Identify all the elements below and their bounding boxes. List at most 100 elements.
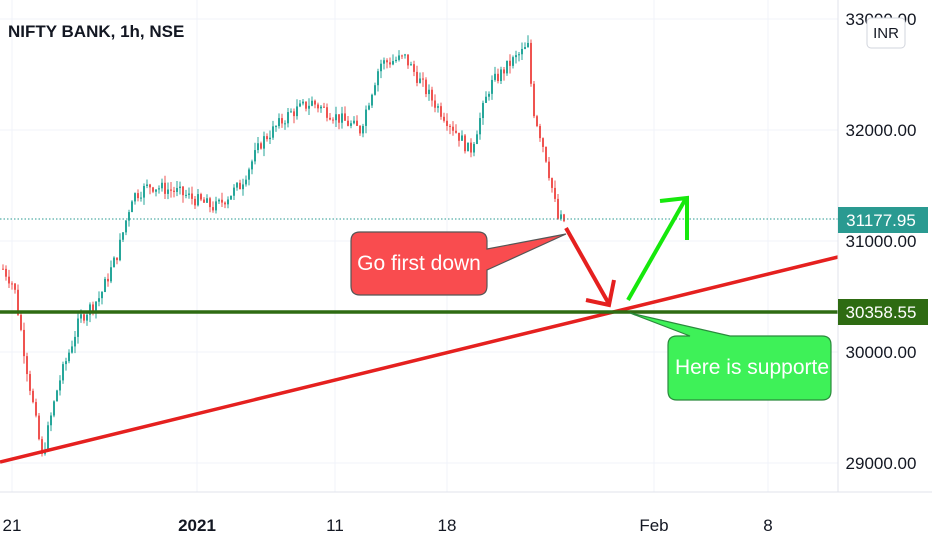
candle-body — [167, 189, 169, 194]
candle-body — [302, 101, 304, 104]
candle-body — [182, 186, 184, 196]
candle-body — [326, 107, 328, 118]
candle-body — [425, 79, 427, 95]
candle-body — [206, 198, 208, 203]
candle-body — [443, 116, 445, 121]
candle-body — [434, 100, 436, 108]
candle-body — [8, 276, 10, 284]
candle-body — [563, 214, 565, 222]
currency-button-label[interactable]: INR — [873, 25, 899, 42]
candle-body — [245, 179, 247, 185]
candle-body — [416, 71, 418, 83]
candle-body — [290, 111, 292, 113]
candle-body — [197, 194, 199, 206]
candle-body — [2, 268, 4, 270]
candle-body — [104, 278, 106, 292]
candle-body — [308, 105, 310, 109]
candle-body — [398, 55, 400, 60]
candle-body — [545, 146, 547, 162]
candle-body — [428, 89, 430, 95]
candle-body — [392, 61, 394, 65]
candle-body — [89, 304, 91, 315]
candle-body — [458, 132, 460, 141]
callout-here-is-supporte: Here is supporte — [629, 312, 832, 401]
candle-body — [548, 161, 550, 179]
candle-body — [23, 329, 25, 357]
y-tick-label: 29000.00 — [846, 454, 917, 473]
candle-body — [389, 62, 391, 65]
candle-body — [35, 402, 37, 416]
candle-body — [29, 374, 31, 391]
chart-title: NIFTY BANK, 1h, NSE — [8, 22, 184, 41]
candle-body — [140, 197, 142, 199]
candle-body — [230, 195, 232, 200]
candle-body — [440, 106, 442, 117]
candle-body — [539, 126, 541, 139]
candle-body — [431, 89, 433, 101]
x-tick-label: 8 — [763, 516, 772, 535]
candle-body — [299, 103, 301, 107]
up-arrow — [626, 195, 689, 301]
candle-body — [224, 202, 226, 205]
candle-body — [404, 54, 406, 56]
candle-body — [395, 59, 397, 62]
candle-body — [260, 143, 262, 149]
candle-body — [185, 194, 187, 196]
candle-body — [446, 120, 448, 126]
candle-body — [110, 267, 112, 282]
candle-body — [362, 125, 364, 134]
candle-body — [401, 55, 403, 57]
x-tick-label: 21 — [3, 516, 22, 535]
candle-body — [524, 47, 526, 49]
candle-body — [131, 201, 133, 213]
last-price-tag-text: 31177.95 — [846, 211, 916, 230]
candle-body — [32, 390, 34, 403]
candle-body — [212, 207, 214, 211]
candle-body — [155, 189, 157, 192]
x-tick-label: 11 — [326, 516, 344, 535]
candle-body — [59, 380, 61, 391]
currency-button[interactable] — [866, 17, 906, 49]
candle-body — [437, 106, 439, 108]
candle-body — [551, 178, 553, 188]
trend-line[interactable] — [0, 255, 839, 464]
candle-body — [209, 198, 211, 208]
candle-body — [323, 106, 325, 108]
candle-body — [284, 123, 286, 125]
candle-body — [359, 125, 361, 134]
candle-body — [188, 193, 190, 195]
candle-body — [164, 182, 166, 194]
candle-body — [449, 125, 451, 127]
candle-body — [335, 114, 337, 121]
candle-body — [272, 126, 274, 138]
candle-body — [200, 194, 202, 200]
candle-body — [98, 298, 100, 302]
candle-body — [122, 232, 124, 240]
candle-body — [47, 425, 49, 450]
candle-body — [464, 135, 466, 152]
candle-body — [476, 134, 478, 144]
candle-body — [266, 136, 268, 140]
price-scale[interactable] — [838, 0, 932, 492]
candle-body — [254, 150, 256, 162]
candle-body — [371, 94, 373, 106]
candle-body — [14, 283, 16, 290]
candle-body — [473, 143, 475, 153]
candle-body — [119, 239, 121, 261]
candle-body — [560, 214, 562, 219]
candle-body — [356, 120, 358, 126]
candle-body — [527, 42, 529, 48]
candle-body — [218, 199, 220, 202]
candle-body — [494, 73, 496, 80]
candle-body — [149, 184, 151, 188]
candle-body — [374, 85, 376, 95]
candle-body — [65, 361, 67, 365]
candle-body — [41, 439, 43, 454]
candle-body — [332, 119, 334, 121]
candle-body — [488, 93, 490, 97]
candle-body — [410, 64, 412, 66]
candle-body — [452, 126, 454, 131]
candle-body — [257, 143, 259, 151]
callout-go-first-down: Go first down — [350, 231, 567, 296]
